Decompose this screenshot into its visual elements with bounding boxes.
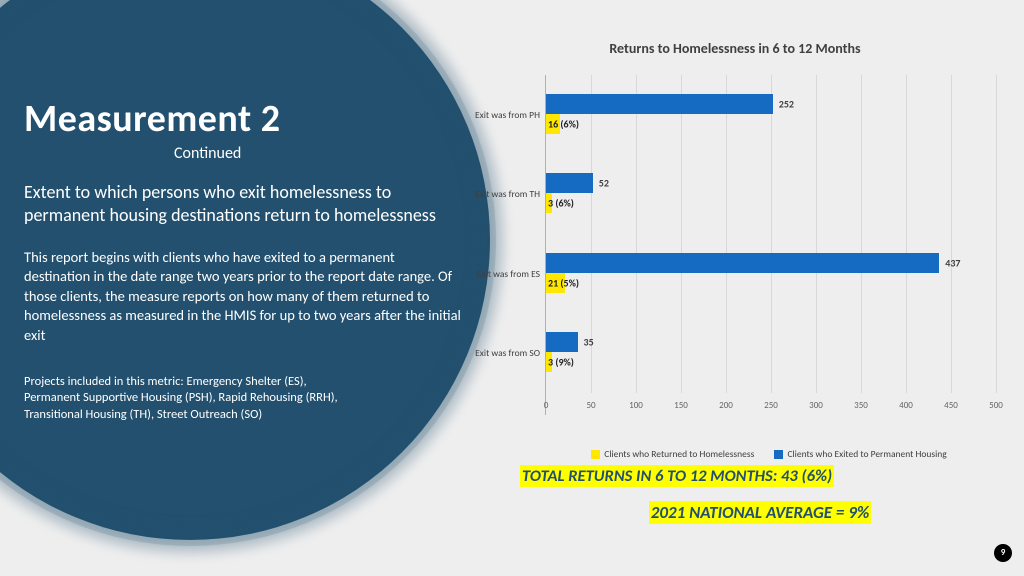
legend-label-returned: Clients who Returned to Homelessness <box>604 448 754 460</box>
left-text-block: Measurement 2 Continued Extent to which … <box>24 96 464 424</box>
category-label: Exit was from SO <box>475 347 546 359</box>
bar-exited <box>546 253 939 273</box>
chart-row: Exit was from SO353 (9%) <box>546 332 995 374</box>
bar-chart: Returns to Homelessness in 6 to 12 Month… <box>465 40 1005 440</box>
national-average-line: 2021 NATIONAL AVERAGE = 9% <box>649 501 871 524</box>
value-label-returned: 21 (5%) <box>548 276 579 289</box>
value-label-exited: 52 <box>599 177 609 190</box>
value-label-returned: 3 (6%) <box>548 197 574 210</box>
chart-row: Exit was from TH523 (6%) <box>546 173 995 215</box>
chart-row: Exit was from ES43721 (5%) <box>546 253 995 295</box>
x-axis-tick: 350 <box>854 400 868 411</box>
x-axis-tick: 250 <box>764 400 778 411</box>
category-label: Exit was from ES <box>477 268 546 280</box>
x-axis-tick: 400 <box>899 400 913 411</box>
value-label-returned: 3 (9%) <box>548 356 574 369</box>
x-axis-tick: 200 <box>719 400 733 411</box>
chart-row: Exit was from PH25216 (6%) <box>546 94 995 136</box>
body-paragraph: This report begins with clients who have… <box>24 248 464 346</box>
x-axis-tick: 50 <box>586 400 595 411</box>
chart-title: Returns to Homelessness in 6 to 12 Month… <box>465 40 1005 57</box>
x-axis-tick: 0 <box>544 400 549 411</box>
bar-exited <box>546 332 578 352</box>
lead-paragraph: Extent to which persons who exit homeles… <box>24 181 464 228</box>
slide-subtitle: Continued <box>174 144 464 163</box>
legend-swatch-exited <box>774 450 783 459</box>
bar-exited <box>546 94 773 114</box>
chart-legend: Clients who Returned to Homelessness Cli… <box>515 448 1005 460</box>
legend-label-exited: Clients who Exited to Permanent Housing <box>787 448 946 460</box>
totals-block: TOTAL RETURNS IN 6 TO 12 MONTHS: 43 (6%)… <box>520 466 1000 523</box>
chart-plot-area: 050100150200250300350400450500Exit was f… <box>545 75 995 415</box>
x-axis-tick: 100 <box>629 400 643 411</box>
slide-title: Measurement 2 <box>24 96 464 142</box>
page-number-badge: 9 <box>994 544 1012 562</box>
x-axis-tick: 450 <box>944 400 958 411</box>
total-returns-line: TOTAL RETURNS IN 6 TO 12 MONTHS: 43 (6%) <box>520 465 834 487</box>
value-label-returned: 16 (6%) <box>548 117 579 130</box>
value-label-exited: 437 <box>945 256 960 269</box>
bar-exited <box>546 173 593 193</box>
x-axis-tick: 150 <box>674 400 688 411</box>
legend-swatch-returned <box>591 450 600 459</box>
category-label: Exit was from TH <box>475 188 546 200</box>
footnote-paragraph: Projects included in this metric: Emerge… <box>24 374 354 425</box>
category-label: Exit was from PH <box>475 109 546 121</box>
value-label-exited: 35 <box>584 336 594 349</box>
x-axis-tick: 500 <box>989 400 1003 411</box>
grid-line <box>996 75 997 393</box>
x-axis-tick: 300 <box>809 400 823 411</box>
value-label-exited: 252 <box>779 97 794 110</box>
